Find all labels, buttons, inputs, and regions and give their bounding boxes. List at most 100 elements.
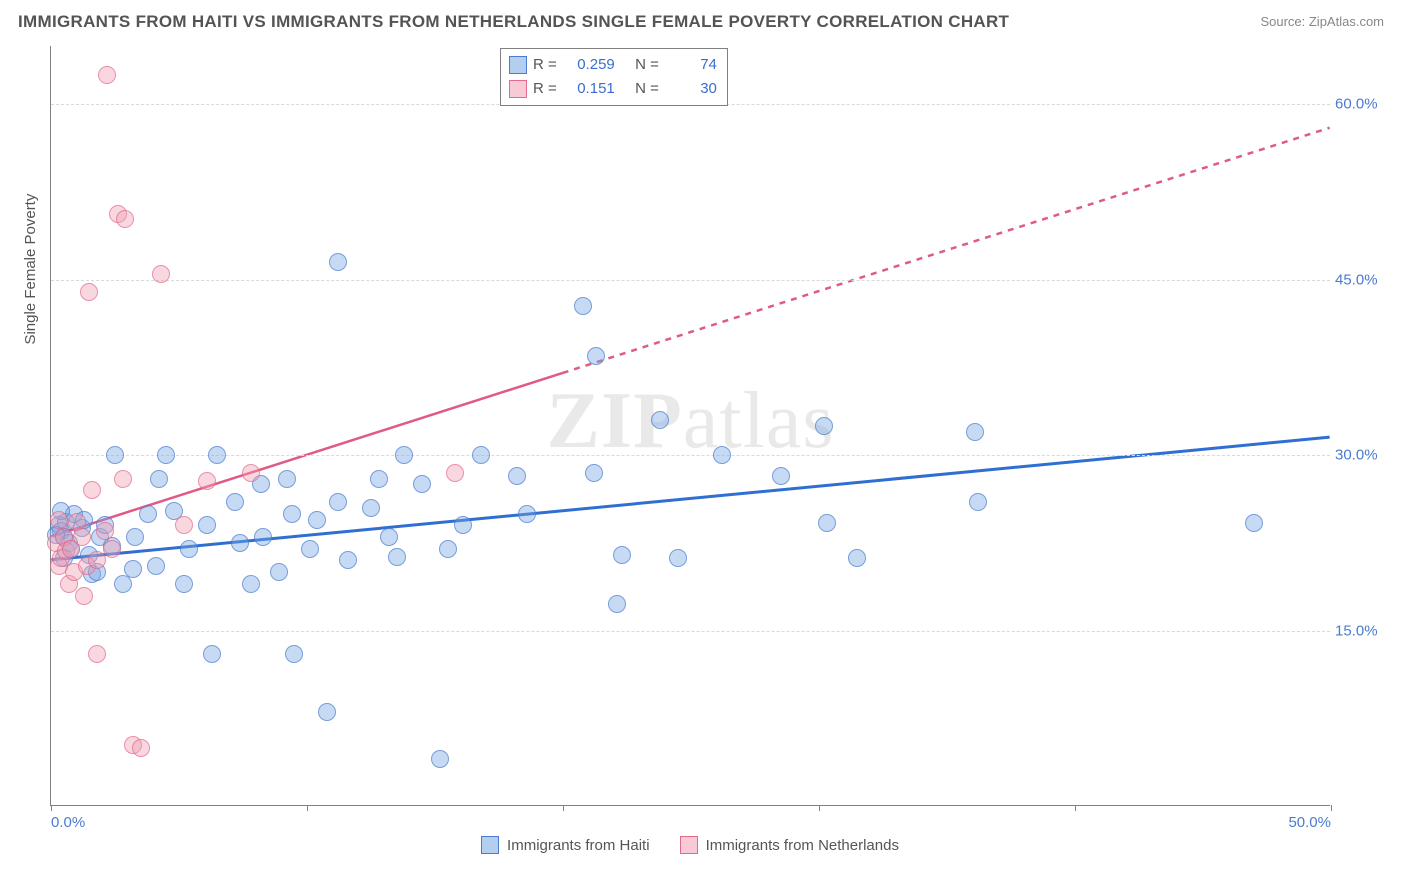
data-point bbox=[613, 546, 631, 564]
data-point bbox=[254, 528, 272, 546]
data-point bbox=[439, 540, 457, 558]
legend-swatch bbox=[481, 836, 499, 854]
data-point bbox=[116, 210, 134, 228]
data-point bbox=[608, 595, 626, 613]
legend-label: Immigrants from Netherlands bbox=[706, 837, 899, 854]
data-point bbox=[431, 750, 449, 768]
data-point bbox=[651, 411, 669, 429]
data-point bbox=[815, 417, 833, 435]
data-point bbox=[96, 522, 114, 540]
data-point bbox=[270, 563, 288, 581]
data-point bbox=[587, 347, 605, 365]
data-point bbox=[413, 475, 431, 493]
data-point bbox=[73, 528, 91, 546]
data-point bbox=[370, 470, 388, 488]
data-point bbox=[669, 549, 687, 567]
data-point bbox=[301, 540, 319, 558]
data-point bbox=[139, 505, 157, 523]
data-point bbox=[329, 493, 347, 511]
data-point bbox=[446, 464, 464, 482]
data-point bbox=[147, 557, 165, 575]
data-point bbox=[132, 739, 150, 757]
series-legend: Immigrants from Haiti Immigrants from Net… bbox=[50, 836, 1330, 854]
stats-legend-box: R =0.259 N =74R =0.151 N =30 bbox=[500, 48, 728, 106]
data-point bbox=[180, 540, 198, 558]
data-point bbox=[395, 446, 413, 464]
data-point bbox=[966, 423, 984, 441]
gridline bbox=[51, 455, 1330, 456]
data-point bbox=[1245, 514, 1263, 532]
data-point bbox=[518, 505, 536, 523]
plot-area: ZIPatlas 15.0%30.0%45.0%60.0%0.0%50.0% bbox=[50, 46, 1330, 806]
legend-swatch bbox=[509, 80, 527, 98]
data-point bbox=[80, 283, 98, 301]
data-point bbox=[318, 703, 336, 721]
x-tick bbox=[1075, 805, 1076, 811]
data-point bbox=[152, 265, 170, 283]
data-point bbox=[103, 540, 121, 558]
data-point bbox=[388, 548, 406, 566]
data-point bbox=[126, 528, 144, 546]
data-point bbox=[50, 511, 68, 529]
x-tick-label: 0.0% bbox=[51, 814, 85, 831]
n-value: 74 bbox=[665, 53, 717, 77]
stats-legend-row: R =0.151 N =30 bbox=[509, 77, 717, 101]
data-point bbox=[88, 645, 106, 663]
r-value: 0.259 bbox=[563, 53, 615, 77]
data-point bbox=[329, 253, 347, 271]
data-point bbox=[175, 516, 193, 534]
data-point bbox=[278, 470, 296, 488]
data-point bbox=[362, 499, 380, 517]
data-point bbox=[231, 534, 249, 552]
r-value: 0.151 bbox=[563, 77, 615, 101]
y-tick-label: 45.0% bbox=[1335, 271, 1395, 288]
data-point bbox=[772, 467, 790, 485]
data-point bbox=[150, 470, 168, 488]
y-tick-label: 60.0% bbox=[1335, 96, 1395, 113]
data-point bbox=[98, 66, 116, 84]
x-tick bbox=[51, 805, 52, 811]
data-point bbox=[124, 560, 142, 578]
data-point bbox=[339, 551, 357, 569]
data-point bbox=[114, 470, 132, 488]
x-tick bbox=[563, 805, 564, 811]
data-point bbox=[106, 446, 124, 464]
x-tick bbox=[1331, 805, 1332, 811]
data-point bbox=[242, 464, 260, 482]
data-point bbox=[203, 645, 221, 663]
watermark-text: ZIPatlas bbox=[547, 375, 835, 466]
data-point bbox=[818, 514, 836, 532]
data-point bbox=[75, 587, 93, 605]
data-point bbox=[208, 446, 226, 464]
trend-line bbox=[563, 128, 1330, 373]
trend-lines-layer bbox=[51, 46, 1330, 805]
data-point bbox=[454, 516, 472, 534]
data-point bbox=[175, 575, 193, 593]
r-label: R = bbox=[533, 77, 557, 101]
data-point bbox=[585, 464, 603, 482]
data-point bbox=[713, 446, 731, 464]
data-point bbox=[242, 575, 260, 593]
legend-swatch bbox=[680, 836, 698, 854]
y-tick-label: 15.0% bbox=[1335, 622, 1395, 639]
x-tick-label: 50.0% bbox=[1288, 814, 1331, 831]
data-point bbox=[472, 446, 490, 464]
data-point bbox=[848, 549, 866, 567]
data-point bbox=[508, 467, 526, 485]
source-attribution: Source: ZipAtlas.com bbox=[1260, 14, 1384, 29]
data-point bbox=[226, 493, 244, 511]
r-label: R = bbox=[533, 53, 557, 77]
gridline bbox=[51, 631, 1330, 632]
data-point bbox=[308, 511, 326, 529]
data-point bbox=[88, 551, 106, 569]
data-point bbox=[114, 575, 132, 593]
n-label: N = bbox=[635, 77, 659, 101]
legend-swatch bbox=[509, 56, 527, 74]
data-point bbox=[285, 645, 303, 663]
legend-item: Immigrants from Netherlands bbox=[680, 836, 899, 854]
x-tick bbox=[819, 805, 820, 811]
y-axis-label: Single Female Poverty bbox=[22, 194, 39, 345]
data-point bbox=[969, 493, 987, 511]
legend-label: Immigrants from Haiti bbox=[507, 837, 650, 854]
data-point bbox=[283, 505, 301, 523]
